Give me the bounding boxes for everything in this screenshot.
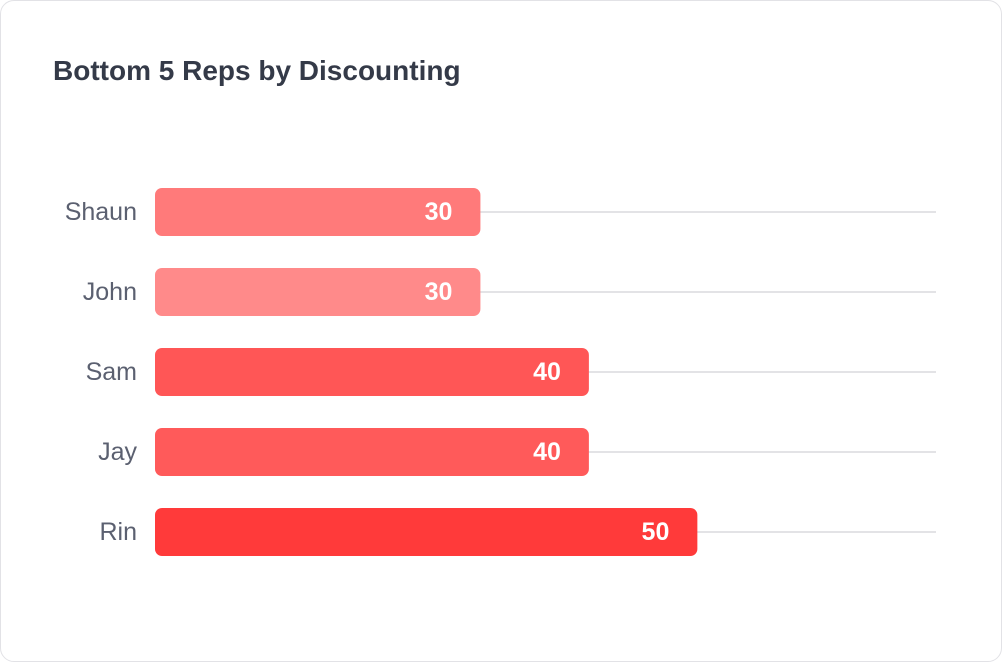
category-label-john: John — [83, 278, 137, 306]
bar-sam[interactable] — [155, 348, 589, 396]
value-label-rin: 50 — [642, 518, 670, 546]
value-label-shaun: 30 — [425, 198, 453, 226]
bar-rin[interactable] — [155, 508, 698, 556]
value-label-sam: 40 — [533, 358, 561, 386]
category-label-jay: Jay — [98, 438, 137, 466]
bar-shaun[interactable] — [155, 188, 481, 236]
category-label-sam: Sam — [86, 358, 137, 386]
value-label-john: 30 — [425, 278, 453, 306]
value-label-jay: 40 — [533, 438, 561, 466]
category-label-shaun: Shaun — [65, 198, 137, 226]
bar-john[interactable] — [155, 268, 481, 316]
chart-title: Bottom 5 Reps by Discounting — [53, 55, 461, 86]
bar-jay[interactable] — [155, 428, 589, 476]
category-label-rin: Rin — [99, 518, 137, 546]
